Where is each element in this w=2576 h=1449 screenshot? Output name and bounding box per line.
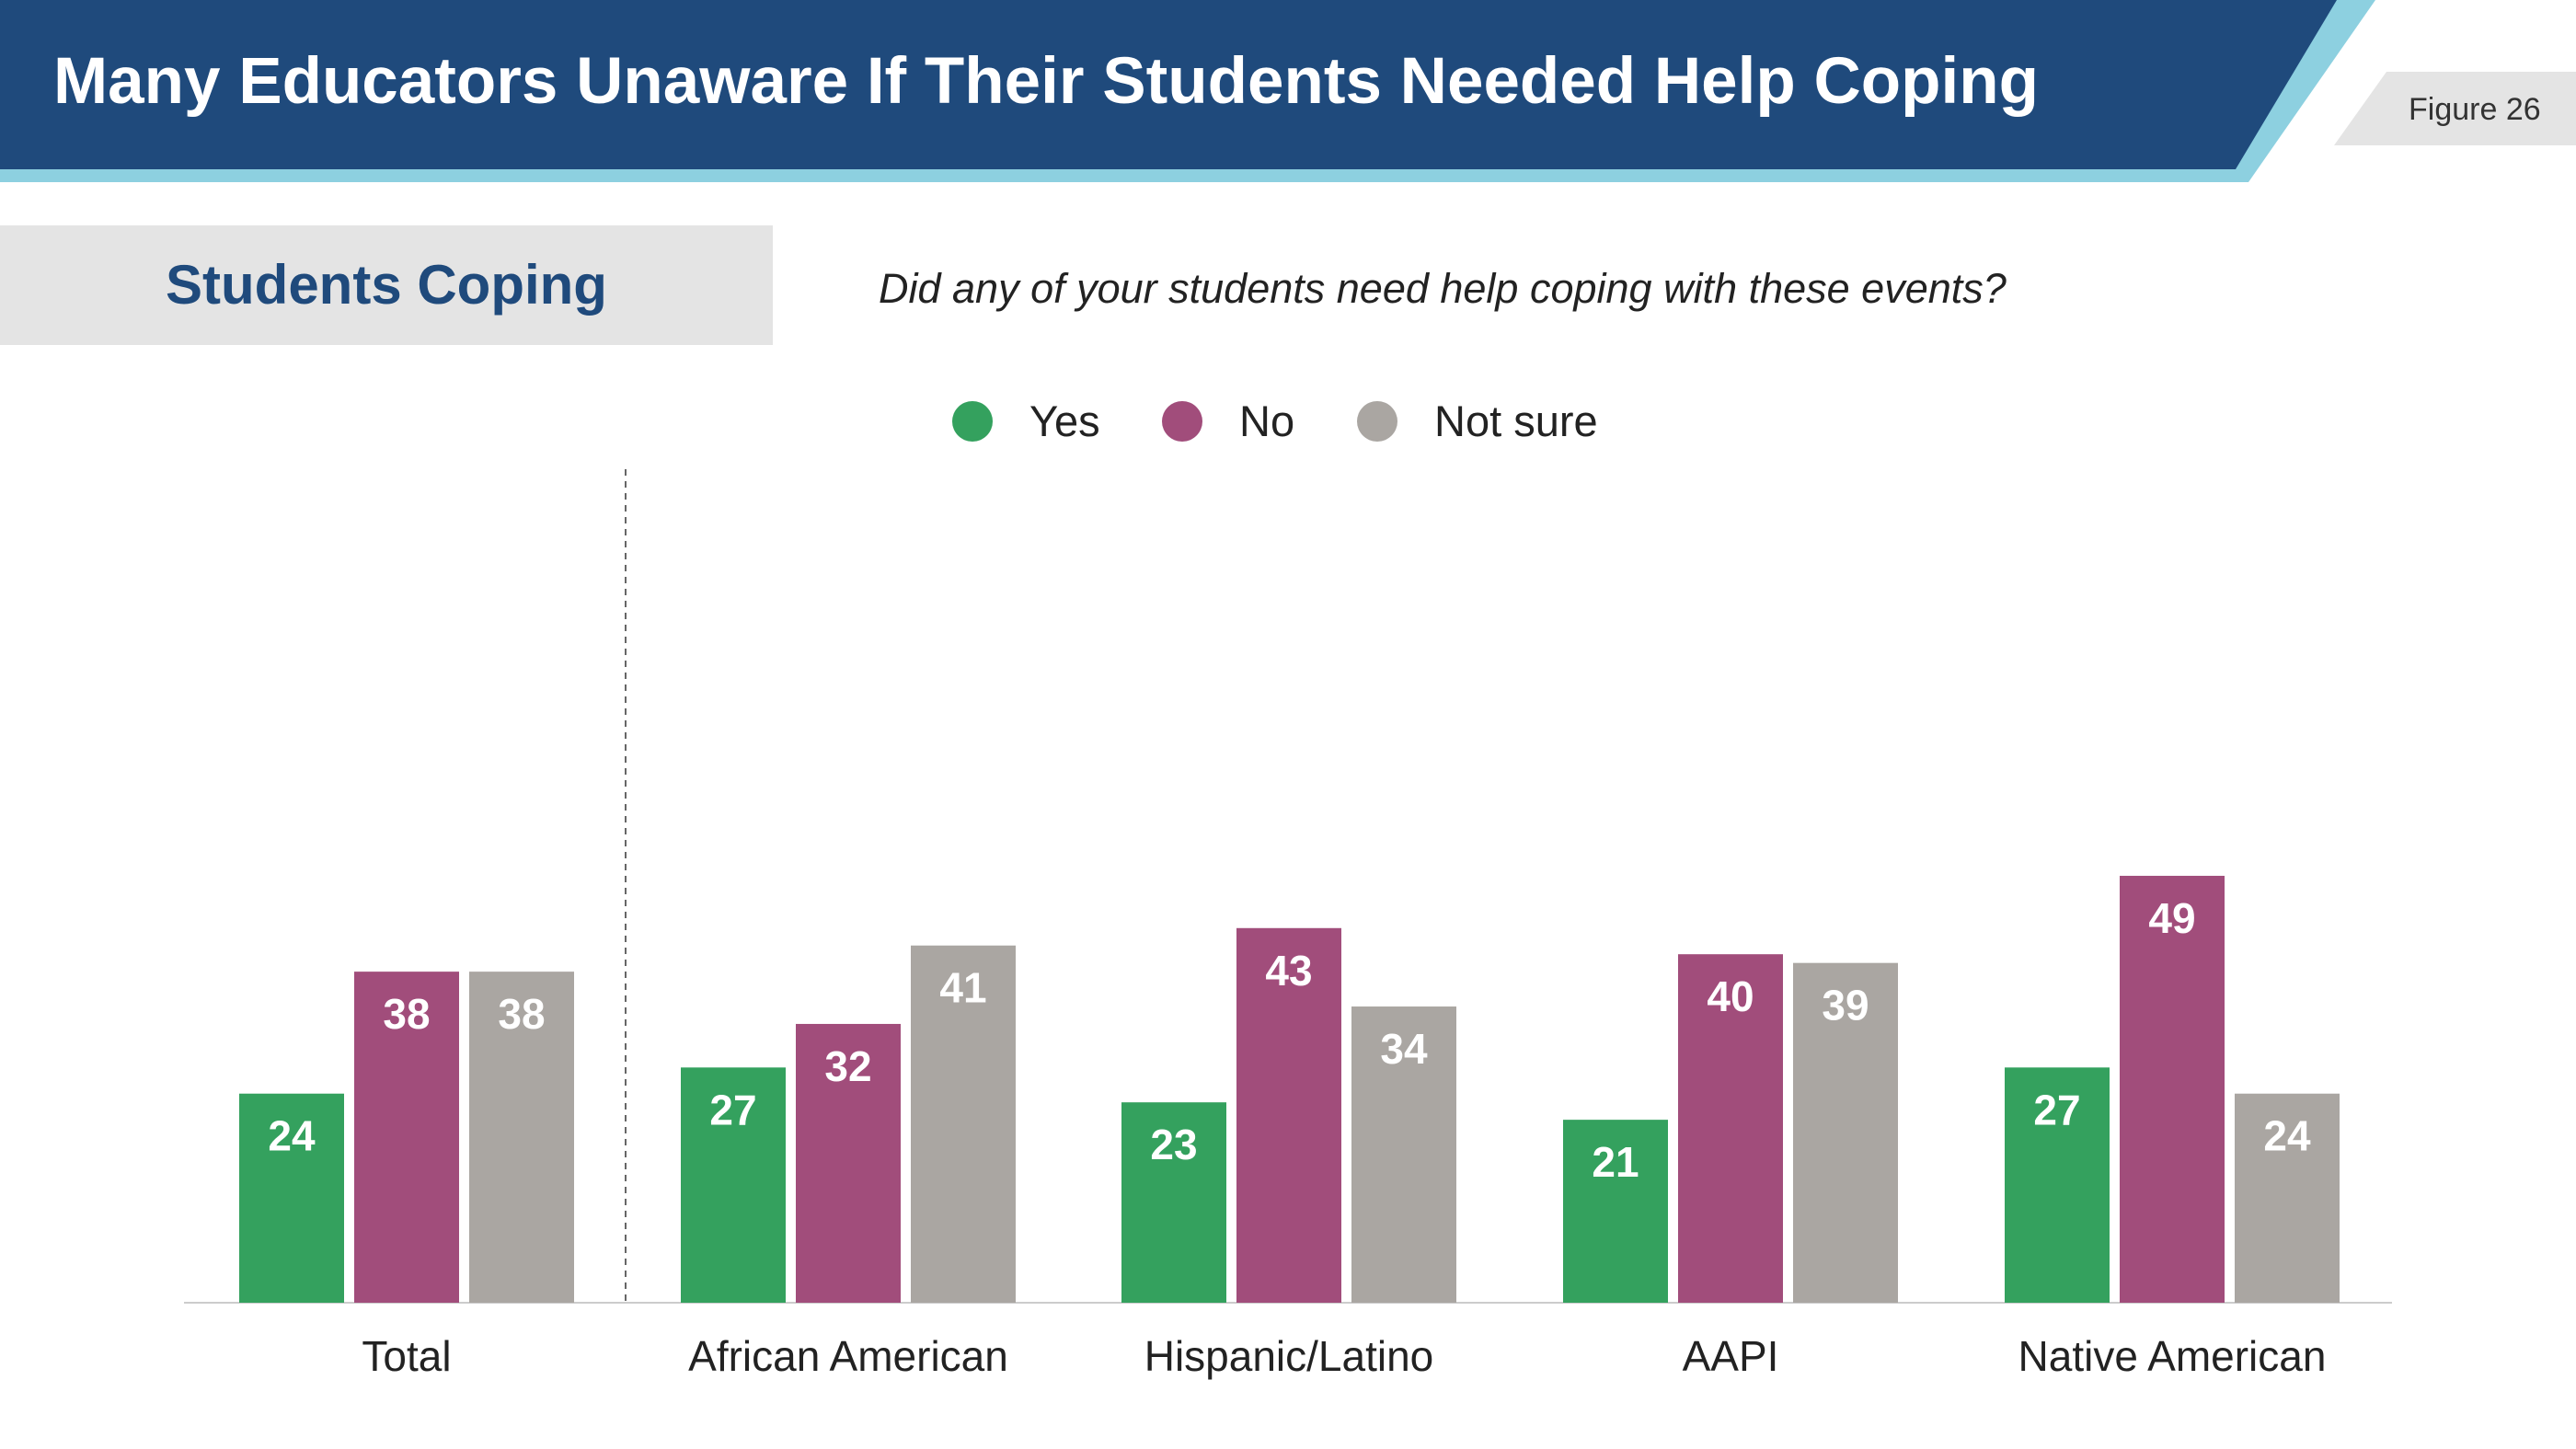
survey-question: Did any of your students need help copin… (879, 265, 2007, 312)
bar-yes-native-american (2005, 1067, 2110, 1303)
section-title: Students Coping (166, 254, 607, 316)
x-tick-label-aapi: AAPI (1683, 1332, 1779, 1380)
bar-not-sure-native-american (2235, 1093, 2340, 1303)
bar-yes-hispanic-latino (1121, 1102, 1226, 1303)
data-label-not-sure-hispanic-latino: 34 (1380, 1025, 1428, 1073)
bar-not-sure-hispanic-latino (1351, 1006, 1456, 1303)
data-label-no-native-american: 49 (2148, 894, 2195, 942)
legend-label-yes: Yes (1029, 397, 1100, 445)
bar-not-sure-total (469, 972, 574, 1303)
data-label-no-aapi: 40 (1707, 972, 1754, 1020)
legend-label-not-sure: Not sure (1434, 397, 1598, 445)
data-label-not-sure-total: 38 (498, 990, 545, 1038)
banner-background (0, 0, 2337, 169)
data-label-not-sure-native-american: 24 (2263, 1112, 2311, 1160)
figure-label: Figure 26 (2409, 92, 2541, 127)
x-tick-label-native-american: Native American (2018, 1332, 2327, 1380)
section-header: Students Coping (0, 225, 773, 345)
bar-not-sure-african-american (911, 945, 1016, 1303)
x-tick-label-hispanic-latino: Hispanic/Latino (1144, 1332, 1434, 1380)
x-tick-label-total: Total (362, 1332, 451, 1380)
data-label-yes-hispanic-latino: 23 (1150, 1121, 1197, 1168)
data-label-yes-african-american: 27 (709, 1086, 756, 1133)
data-label-not-sure-aapi: 39 (1822, 982, 1869, 1029)
legend-swatch-yes (952, 401, 993, 442)
data-label-no-total: 38 (383, 990, 430, 1038)
title-banner (0, 0, 2576, 182)
bar-not-sure-aapi (1793, 962, 1898, 1303)
data-label-no-african-american: 32 (824, 1042, 871, 1090)
bar-no-aapi (1678, 954, 1783, 1303)
x-tick-label-african-american: African American (688, 1332, 1008, 1380)
bar-yes-aapi (1563, 1120, 1668, 1303)
bar-no-african-american (796, 1023, 901, 1303)
data-label-not-sure-african-american: 41 (939, 964, 986, 1012)
page-title: Many Educators Unaware If Their Students… (53, 45, 2039, 118)
legend-swatch-no (1162, 401, 1202, 442)
legend-swatch-not-sure (1357, 401, 1397, 442)
bar-yes-african-american (681, 1067, 786, 1303)
bar-no-total (354, 972, 459, 1303)
figure-tab (2334, 72, 2576, 145)
legend-label-no: No (1239, 397, 1295, 445)
bar-no-native-american (2120, 875, 2225, 1303)
data-label-yes-aapi: 21 (1592, 1138, 1639, 1186)
data-label-yes-total: 24 (268, 1112, 316, 1160)
bar-yes-total (239, 1093, 344, 1303)
bar-no-hispanic-latino (1236, 927, 1341, 1303)
data-label-no-hispanic-latino: 43 (1265, 947, 1312, 995)
data-label-yes-native-american: 27 (2033, 1086, 2080, 1133)
